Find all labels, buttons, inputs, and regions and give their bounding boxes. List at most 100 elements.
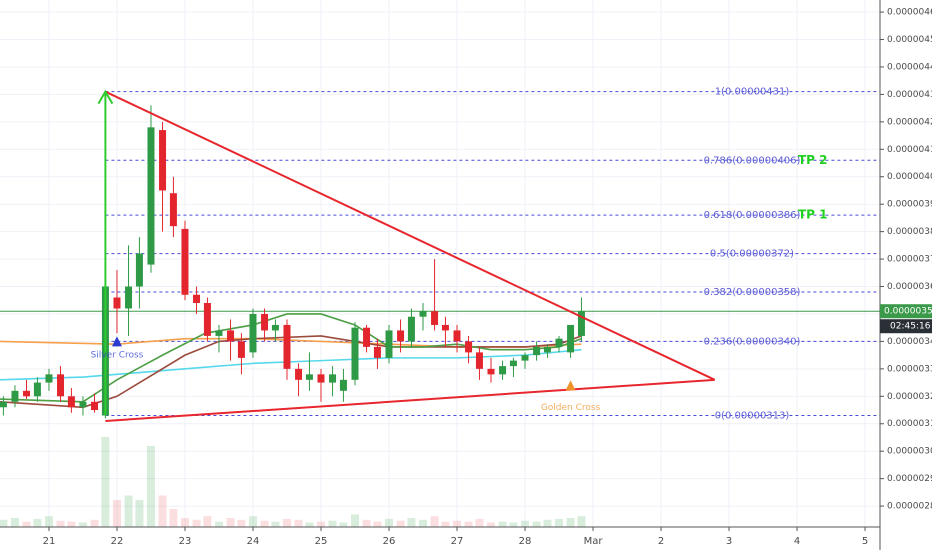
fib-label: 0.786(0.00000406) [704,155,801,166]
x-tick-label: 5 [862,536,868,547]
volume-bar [169,509,178,527]
candle-body [271,324,279,331]
candle-body [113,297,121,309]
candle-body [499,366,507,375]
y-tick-label: 0.00000320 [887,392,932,402]
candle-body [431,311,439,325]
candle-body [385,330,393,358]
candle-body [465,341,473,353]
candle-body [147,127,155,265]
x-tick-label: 26 [383,536,396,547]
candle-body [305,374,313,380]
volume-bar [226,518,235,527]
candle-body [533,346,541,356]
candle-body [487,368,495,375]
x-tick-label: 2 [658,536,664,547]
x-tick-label: 23 [179,536,192,547]
candle-body [283,324,291,369]
volume-bar [509,522,518,527]
x-tick-label: 21 [43,536,56,547]
candle-body [329,374,337,383]
candle-body [577,311,585,336]
last-price-box [880,304,932,319]
volume [0,437,586,527]
y-tick-label: 0.00000280 [887,502,932,512]
volume-bar [396,520,405,527]
volume-bar [135,500,144,527]
x-tick-label: Mar [584,536,604,547]
x-tick-label: 4 [794,536,800,547]
volume-bar [248,516,257,527]
volume-bar [339,522,348,527]
candle-body [125,286,133,309]
volume-bar [90,519,99,527]
y-tick-label: 0.00000420 [887,117,932,127]
volume-bar [373,521,382,527]
candle-body [543,346,551,353]
arrow-head [97,89,114,105]
y-tick-label: 0.00000450 [887,35,932,45]
volume-bar [33,518,42,527]
annotation-marker [565,380,576,391]
x-tick-label: 22 [111,536,124,547]
volume-bar [282,518,291,527]
volume-bar [56,520,65,527]
volume-bar [362,519,371,527]
plot: 1(0.00000431) 0.786(0.00000406) 0.618(0.00… [0,87,880,423]
volume-bar [271,521,280,527]
y-tick-label: 0.00000300 [887,447,932,457]
fib-label: 0.5(0.00000372) [710,249,794,260]
candle-body [453,330,461,342]
y-tick-label: 0.00000290 [887,474,932,484]
candle-body [509,360,517,367]
y-tick-label: 0.00000390 [887,200,932,210]
volume-bar [112,500,121,527]
volume-bar [146,446,155,527]
candle-body [521,355,529,361]
x-tick-label: 3 [726,536,732,547]
indicator-line [0,313,582,403]
x-tick-label: 27 [451,536,464,547]
volume-bar [158,495,167,527]
volume-bar [214,521,223,527]
volume-bar [203,516,212,527]
y-tick-label: 0.00000360 [887,282,932,292]
fib-label: 0.382(0.00000358) [704,287,801,298]
volume-bar [124,495,133,527]
volume-bar [305,522,314,527]
volume-bar [328,520,337,527]
volume-bar [44,516,53,527]
volume-bar [566,518,575,527]
x-tick-label: 25 [315,536,328,547]
candle-body [135,253,143,287]
fib-label: 0.236(0.00000340) [704,336,801,347]
y-tick-label: 0.00000340 [887,337,932,347]
candle-body [339,379,347,391]
candle-body [567,324,575,353]
volume-bar [10,518,19,527]
y-tick-label: 0.00000310 [887,419,932,429]
volume-bar [316,521,325,527]
candle-body [227,330,235,342]
candle-body [317,374,325,383]
trendline [104,90,716,381]
volume-bar [101,437,110,527]
volume-bar [237,519,246,527]
candle-body [441,324,449,331]
volume-bar [67,521,76,527]
volume-bar [521,520,530,527]
candle-body [373,346,381,358]
y-tick-label: 0.00000400 [887,172,932,182]
countdown-label: 02:45:16 [890,322,931,332]
volume-bar [350,514,359,527]
fib-label: 0.618(0.00000386) [704,210,801,221]
y-tick-label: 0.00000460 [887,8,932,18]
candle-body [169,193,177,227]
annotation-label: Silver Cross [91,351,144,361]
candle-body [33,382,41,397]
annotation-marker [111,336,122,347]
y-tick-label: 0.00000430 [887,90,932,100]
candle-body [23,390,31,397]
trendline [105,378,715,423]
candle-body [181,228,189,295]
